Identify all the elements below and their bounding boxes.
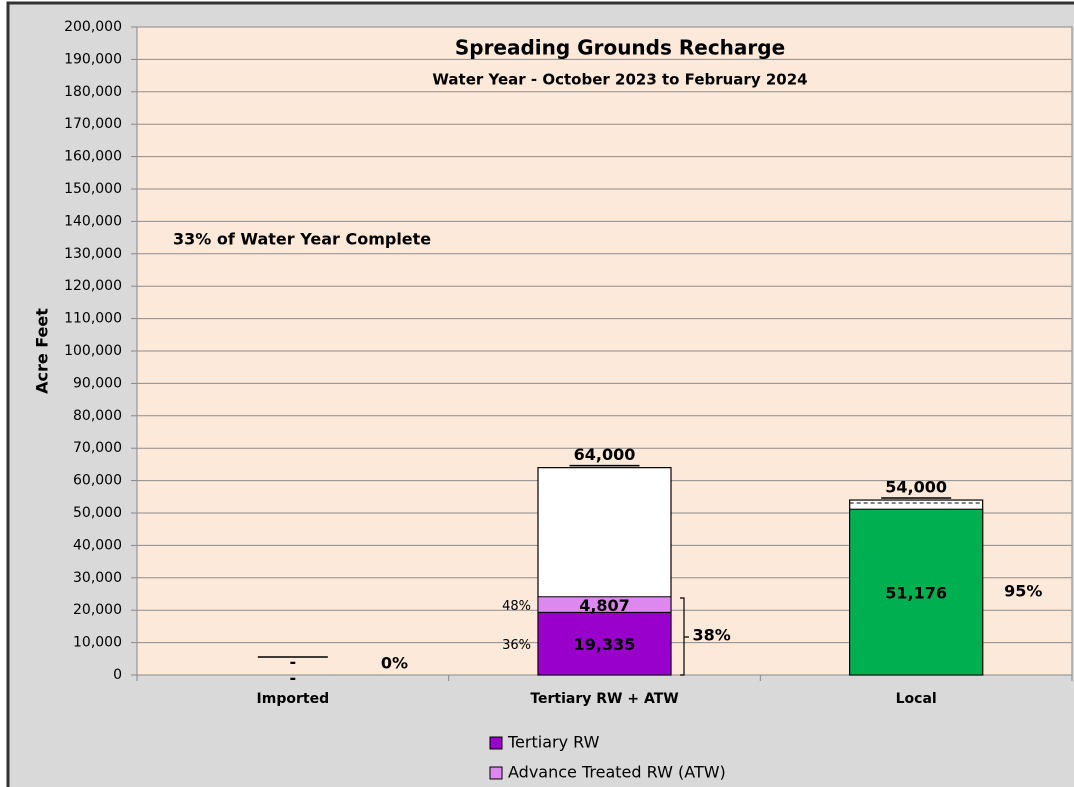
- marks: [537, 467, 984, 676]
- y-tick-label: 20,000: [73, 602, 122, 618]
- target-label: -: [290, 653, 297, 672]
- value-label: 51,176: [885, 584, 947, 603]
- y-tick-label: 30,000: [73, 570, 122, 586]
- percent-label: 95%: [1004, 582, 1042, 601]
- y-tick-label: 200,000: [64, 19, 122, 35]
- bar-segment: [537, 596, 672, 613]
- y-tick-label: 120,000: [64, 278, 122, 294]
- percent-label: 38%: [693, 625, 731, 644]
- target-label: 64,000: [574, 445, 636, 464]
- y-tick-label: 100,000: [64, 343, 122, 359]
- value-label: 19,335: [574, 635, 636, 654]
- y-tick-label: 180,000: [64, 84, 122, 100]
- y-tick-label: 0: [113, 667, 122, 683]
- x-tick-label: Local: [896, 691, 937, 707]
- y-tick-label: 60,000: [73, 473, 122, 489]
- bar-segment: [849, 508, 984, 676]
- y-tick-label: 40,000: [73, 537, 122, 553]
- x-tick-label: Tertiary RW + ATW: [530, 691, 678, 707]
- y-tick-label: 70,000: [73, 440, 122, 456]
- y-axis-label: Acre Feet: [33, 308, 52, 394]
- annotation: 33% of Water Year Complete: [173, 230, 431, 249]
- y-tick-label: 90,000: [73, 375, 122, 391]
- chart-subtitle: Water Year - October 2023 to February 20…: [432, 71, 807, 89]
- y-tick-label: 80,000: [73, 408, 122, 424]
- value-label: 4,807: [579, 596, 630, 615]
- share-label: 36%: [502, 638, 531, 653]
- x-tick-label: Imported: [257, 691, 330, 707]
- bar-segment: [537, 611, 672, 676]
- share-label: 48%: [502, 599, 531, 614]
- y-tick-label: 110,000: [64, 311, 122, 327]
- y-tick-label: 170,000: [64, 116, 122, 132]
- y-tick-label: 50,000: [73, 505, 122, 521]
- value-label: -: [290, 669, 297, 688]
- legend-label: Tertiary RW: [507, 733, 600, 752]
- legend-swatch: [489, 736, 503, 750]
- y-tick-label: 190,000: [64, 51, 122, 67]
- target-label: 54,000: [885, 478, 947, 497]
- y-tick-label: 150,000: [64, 181, 122, 197]
- y-tick-label: 130,000: [64, 246, 122, 262]
- y-tick-label: 160,000: [64, 149, 122, 165]
- chart-title: Spreading Grounds Recharge: [455, 36, 785, 60]
- bracket: [680, 597, 689, 676]
- y-tick-label: 140,000: [64, 213, 122, 229]
- y-tick-label: 10,000: [73, 635, 122, 651]
- legend-label: Advance Treated RW (ATW): [508, 763, 726, 782]
- percent-label: 0%: [381, 654, 408, 673]
- legend-swatch: [489, 766, 503, 780]
